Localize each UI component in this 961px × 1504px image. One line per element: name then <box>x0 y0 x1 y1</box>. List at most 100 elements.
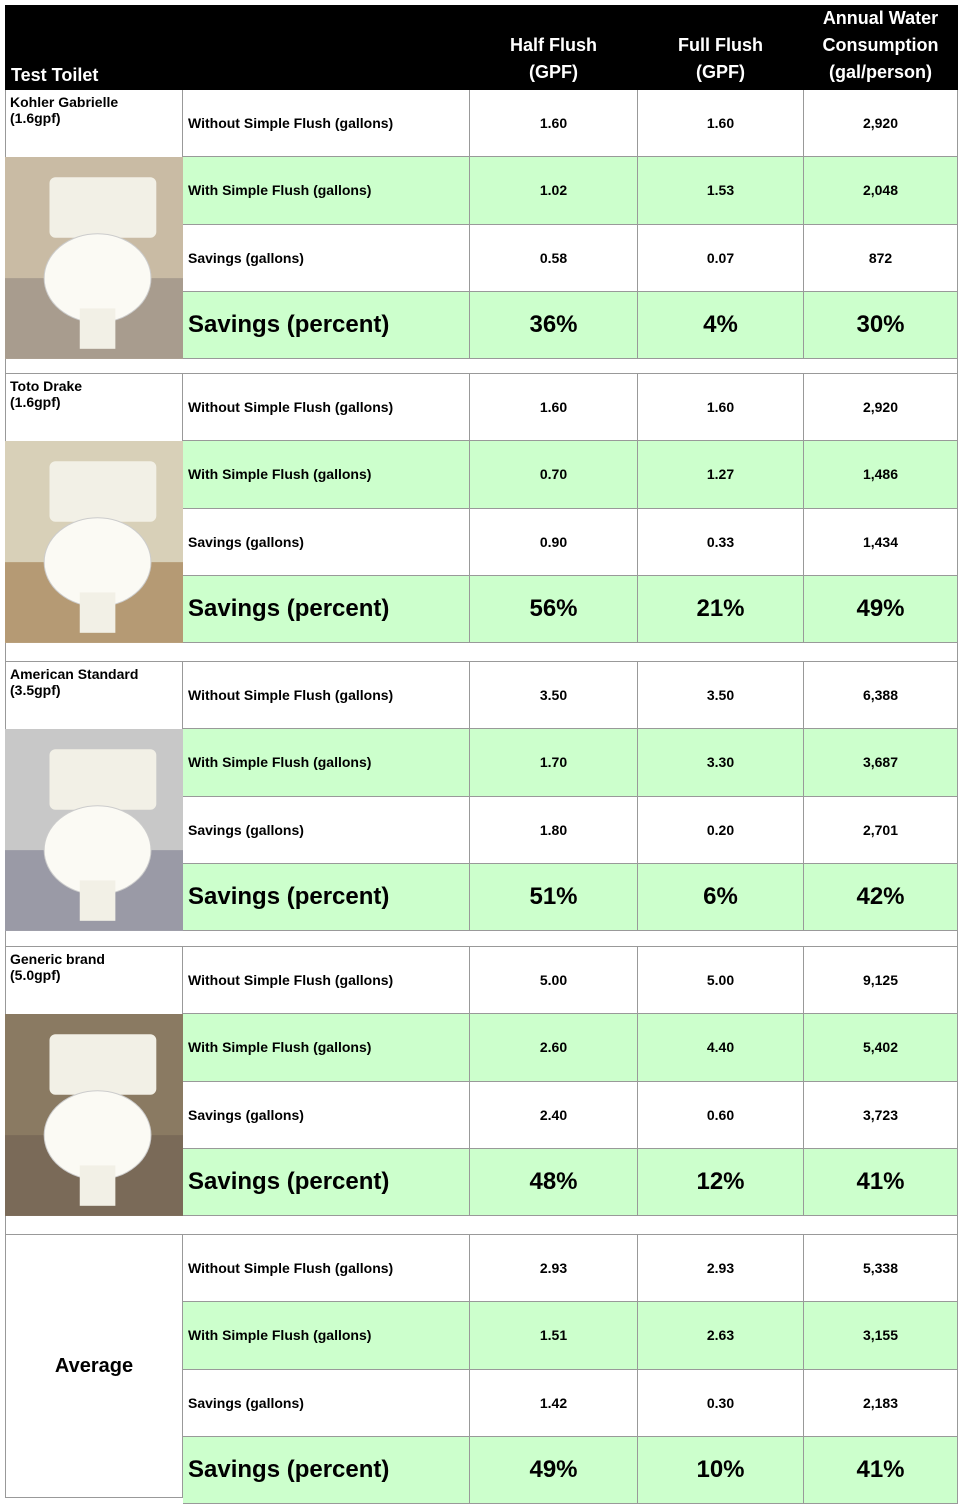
row-label-cell: Savings (percent) <box>183 1149 470 1216</box>
spacer-row <box>5 1216 958 1235</box>
row-label-cell: Savings (gallons) <box>183 225 470 292</box>
value: 6,388 <box>863 687 898 703</box>
value: 872 <box>869 250 892 266</box>
value: 0.58 <box>540 250 567 266</box>
value-cell: 21% <box>638 576 804 643</box>
value-cell: 6,388 <box>804 662 958 729</box>
value-cell: 5.00 <box>470 947 638 1014</box>
value: 4% <box>703 311 738 339</box>
value-cell: 41% <box>804 1149 958 1216</box>
row-label-cell: Savings (percent) <box>183 576 470 643</box>
toilet-photo <box>5 1014 183 1216</box>
value: 5.00 <box>707 972 734 988</box>
value: 3,723 <box>863 1107 898 1123</box>
row-label-cell: Savings (gallons) <box>183 1370 470 1437</box>
value: 41% <box>856 1168 904 1196</box>
row-label: With Simple Flush (gallons) <box>188 754 371 770</box>
text-line: Full Flush <box>678 32 763 59</box>
spacer-row <box>5 359 958 374</box>
value: 21% <box>696 595 744 623</box>
row-label: Without Simple Flush (gallons) <box>188 399 393 415</box>
value: 1,434 <box>863 534 898 550</box>
value-cell: 2.93 <box>638 1235 804 1302</box>
text-line: Half Flush <box>510 32 597 59</box>
row-label: Savings (percent) <box>188 1456 389 1484</box>
value-cell: 56% <box>470 576 638 643</box>
row-label-cell: Savings (gallons) <box>183 1082 470 1149</box>
value-cell: 49% <box>804 576 958 643</box>
group-name-cell: Generic brand(5.0gpf) <box>5 947 183 1014</box>
group-name-cell: American Standard(3.5gpf) <box>5 662 183 729</box>
value: 1.60 <box>707 115 734 131</box>
row-label-cell: Without Simple Flush (gallons) <box>183 662 470 729</box>
value-cell: 6% <box>638 864 804 931</box>
group-title: Average <box>55 1355 133 1378</box>
row-label-cell: Savings (gallons) <box>183 797 470 864</box>
value: 1.53 <box>707 182 734 198</box>
row-label-cell: Savings (percent) <box>183 292 470 359</box>
value: 1,486 <box>863 466 898 482</box>
value-cell: 2,701 <box>804 797 958 864</box>
value-cell: 1.60 <box>470 90 638 157</box>
value-cell: 41% <box>804 1437 958 1504</box>
value-cell: 0.58 <box>470 225 638 292</box>
value-cell: 48% <box>470 1149 638 1216</box>
value-cell: 3,723 <box>804 1082 958 1149</box>
value: 41% <box>856 1456 904 1484</box>
group-title: Generic brand <box>10 951 105 967</box>
row-label-cell: With Simple Flush (gallons) <box>183 1302 470 1369</box>
row-label-cell: Savings (percent) <box>183 1437 470 1504</box>
value: 49% <box>529 1456 577 1484</box>
value: 10% <box>696 1456 744 1484</box>
value-cell: 30% <box>804 292 958 359</box>
value-cell: 5,338 <box>804 1235 958 1302</box>
row-label-cell: Without Simple Flush (gallons) <box>183 374 470 441</box>
value: 3.50 <box>707 687 734 703</box>
value: 36% <box>529 311 577 339</box>
value-cell: 1.51 <box>470 1302 638 1369</box>
row-label: Without Simple Flush (gallons) <box>188 687 393 703</box>
header-cell: Half Flush(GPF) <box>470 5 638 90</box>
value-cell: 872 <box>804 225 958 292</box>
row-label: Savings (gallons) <box>188 822 304 838</box>
value-cell: 0.07 <box>638 225 804 292</box>
value-cell: 2.93 <box>470 1235 638 1302</box>
value: 1.70 <box>540 754 567 770</box>
value-cell: 0.33 <box>638 509 804 576</box>
row-label: Savings (percent) <box>188 311 389 339</box>
row-label-cell: With Simple Flush (gallons) <box>183 441 470 508</box>
value-cell: 1.02 <box>470 157 638 224</box>
value-cell: 2,183 <box>804 1370 958 1437</box>
row-label: Savings (gallons) <box>188 1107 304 1123</box>
value-cell: 1.27 <box>638 441 804 508</box>
spacer-row <box>5 931 958 947</box>
value-cell: 0.90 <box>470 509 638 576</box>
value-cell: 9,125 <box>804 947 958 1014</box>
value-cell: 51% <box>470 864 638 931</box>
group-title: Toto Drake <box>10 378 82 394</box>
value-cell: 3.50 <box>638 662 804 729</box>
row-label-cell: With Simple Flush (gallons) <box>183 157 470 224</box>
text-line: Consumption <box>823 32 939 59</box>
value: 0.07 <box>707 250 734 266</box>
table: Test ToiletHalf Flush(GPF)Full Flush(GPF… <box>0 0 961 1498</box>
value-cell: 3,155 <box>804 1302 958 1369</box>
group-name: Kohler Gabrielle(1.6gpf) <box>10 94 118 126</box>
value: 2.60 <box>540 1039 567 1055</box>
value: 51% <box>529 883 577 911</box>
value: 5,402 <box>863 1039 898 1055</box>
toilet-photo <box>5 729 183 931</box>
value: 1.27 <box>707 466 734 482</box>
row-label: Without Simple Flush (gallons) <box>188 1260 393 1276</box>
row-label: With Simple Flush (gallons) <box>188 1327 371 1343</box>
row-label: Savings (gallons) <box>188 250 304 266</box>
value: 2,701 <box>863 822 898 838</box>
text-line: (gal/person) <box>823 59 939 86</box>
group-name-cell: Kohler Gabrielle(1.6gpf) <box>5 90 183 157</box>
group-name: American Standard(3.5gpf) <box>10 666 138 698</box>
value: 0.70 <box>540 466 567 482</box>
text-line: Annual Water <box>823 5 939 32</box>
value: 30% <box>856 311 904 339</box>
row-label: With Simple Flush (gallons) <box>188 466 371 482</box>
